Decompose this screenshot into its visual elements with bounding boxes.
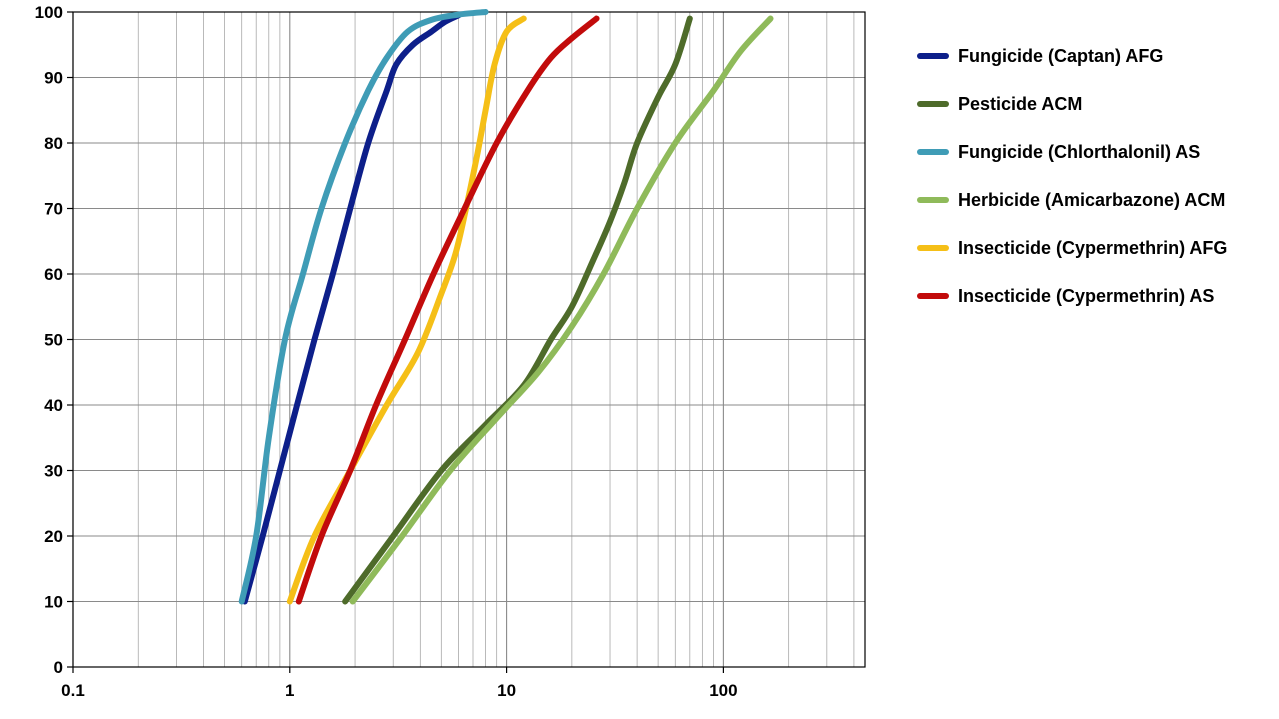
y-tick-label: 40 (44, 396, 63, 415)
y-tick-label: 70 (44, 200, 63, 219)
legend-label: Fungicide (Captan) AFG (958, 46, 1163, 66)
y-tick-label: 100 (35, 3, 63, 22)
y-tick-label: 90 (44, 69, 63, 88)
x-tick-label: 1 (285, 681, 294, 700)
series-line-2 (342, 15, 693, 605)
y-tick-label: 20 (44, 527, 63, 546)
y-tick-label: 0 (54, 658, 63, 677)
y-tick-label: 10 (44, 593, 63, 612)
legend-label: Pesticide ACM (958, 94, 1082, 114)
y-tick-label: 30 (44, 462, 63, 481)
legend-label: Insecticide (Cypermethrin) AFG (958, 238, 1227, 258)
y-tick-label: 60 (44, 265, 63, 284)
y-tick-label: 80 (44, 134, 63, 153)
x-tick-label: 0.1 (61, 681, 85, 700)
grid-lines (72, 11, 865, 668)
series-line-4 (349, 15, 774, 605)
series-line-1 (241, 12, 462, 605)
series-lines (238, 9, 774, 605)
x-axis-ticks: 0.1 1 10 100 (61, 667, 738, 700)
legend-label: Insecticide (Cypermethrin) AS (958, 286, 1214, 306)
series-line-6 (295, 15, 600, 605)
x-tick-label: 100 (709, 681, 737, 700)
series-line-3 (238, 9, 489, 605)
x-tick-label: 10 (497, 681, 516, 700)
legend-label: Herbicide (Amicarbazone) ACM (958, 190, 1225, 210)
y-tick-label: 50 (44, 331, 63, 350)
legend-label: Fungicide (Chlorthalonil) AS (958, 142, 1200, 162)
legend: Fungicide (Captan) AFG Pesticide ACM Fungi… (917, 46, 1227, 306)
y-axis-ticks: 0 10 20 30 40 50 60 70 80 90 100 (35, 3, 73, 677)
